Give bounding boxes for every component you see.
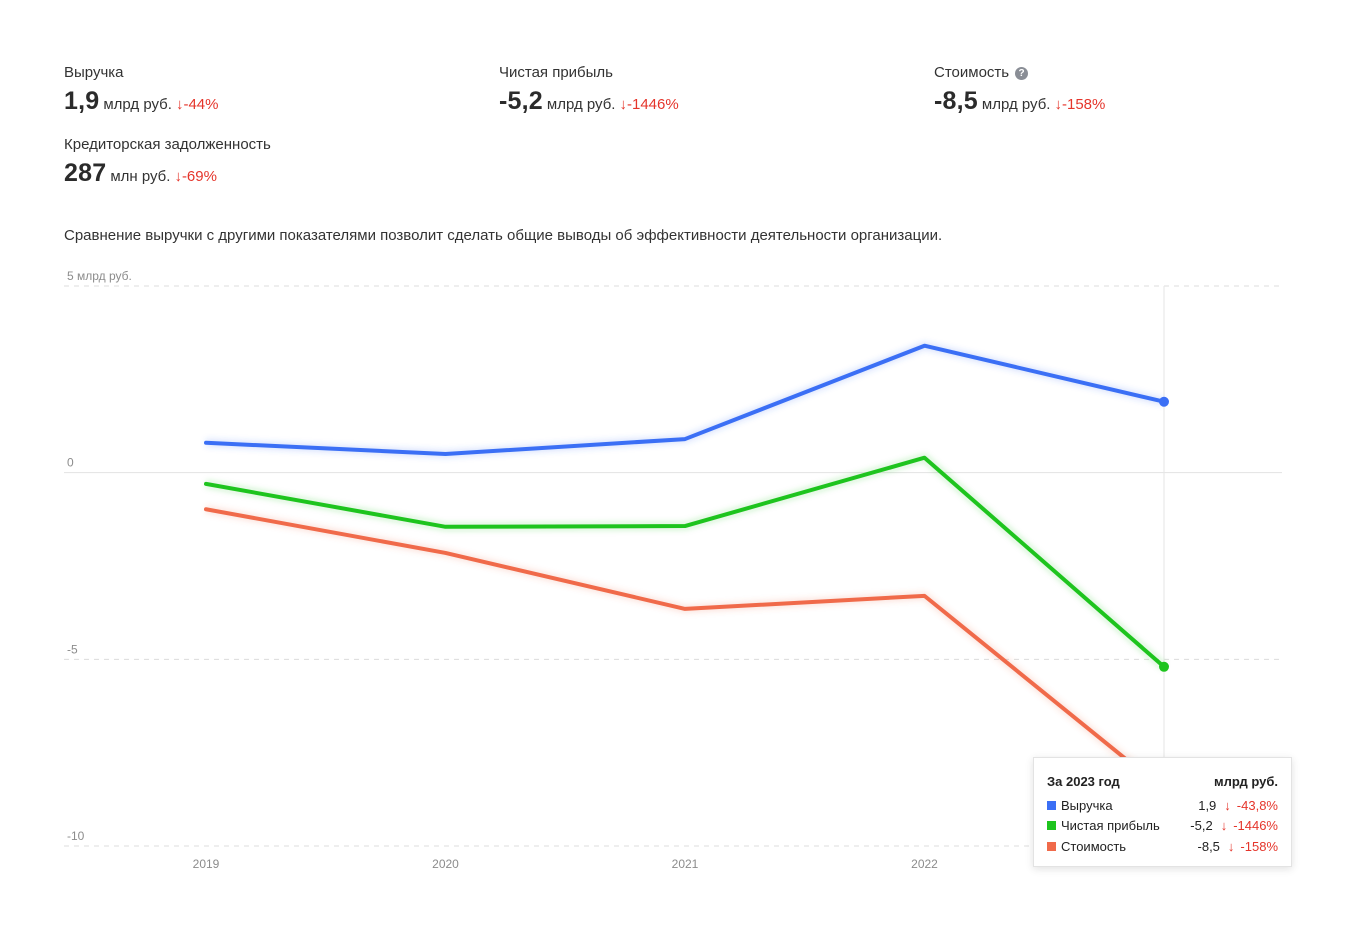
metric-label: Кредиторская задолженность — [64, 136, 271, 153]
metric-delta: ↓-158% — [1054, 96, 1106, 113]
metric-label: Чистая прибыль — [499, 64, 613, 81]
tooltip-series-name: Выручка — [1061, 797, 1113, 813]
metric-value-cost: Стоимость? -8,5 млрд руб. ↓-158% — [934, 64, 1105, 120]
tooltip-row: Выручка 1,9 ↓ -43,8% — [1047, 795, 1278, 816]
x-axis: 2019 2020 2021 2022 — [193, 857, 939, 871]
y-tick-label: -5 — [67, 642, 78, 656]
tooltip-value: -5,2 — [1190, 818, 1213, 834]
metric-net-profit: Чистая прибыль -5,2 млрд руб. ↓-1446% — [499, 64, 679, 120]
series-revenue-point — [1159, 396, 1169, 407]
arrow-down-icon: ↓ — [1220, 818, 1228, 834]
metric-value: 1,9 — [64, 87, 100, 115]
metric-unit: млрд руб. — [103, 96, 172, 113]
metric-delta: ↓-1446% — [619, 96, 679, 113]
arrow-down-icon: ↓ — [175, 96, 184, 113]
tooltip-change: -158% — [1240, 838, 1278, 854]
metric-revenue: Выручка 1,9 млрд руб. ↓-44% — [64, 64, 218, 120]
series-cost-line — [204, 507, 1166, 792]
metric-delta: ↓-44% — [175, 96, 219, 113]
metric-label: Выручка — [64, 64, 124, 81]
tooltip-row: Чистая прибыль -5,2 ↓ -1446% — [1047, 816, 1278, 837]
metric-label: Стоимость — [934, 64, 1010, 81]
tooltip-row: Стоимость -8,5 ↓ -158% — [1047, 836, 1278, 857]
question-icon[interactable]: ? — [1015, 67, 1029, 80]
tooltip-value: 1,9 — [1198, 797, 1217, 813]
metric-value: -8,5 — [934, 87, 978, 115]
metric-unit: млрд руб. — [546, 96, 616, 113]
tooltip-change: -43,8% — [1236, 797, 1278, 813]
x-tick-label: 2020 — [432, 857, 459, 871]
y-tick-label: 0 — [67, 456, 74, 470]
tooltip-series-name: Чистая прибыль — [1061, 818, 1160, 834]
arrow-down-icon: ↓ — [1224, 797, 1231, 813]
metric-value: 287 — [64, 159, 107, 187]
metric-value: -5,2 — [499, 87, 543, 115]
arrow-down-icon: ↓ — [1054, 96, 1062, 113]
arrow-down-icon: ↓ — [1227, 838, 1235, 854]
metric-unit: млн руб. — [110, 168, 171, 185]
x-tick-label: 2021 — [672, 857, 699, 871]
legend-swatch — [1047, 841, 1056, 851]
tooltip-value: -8,5 — [1197, 838, 1220, 854]
x-tick-label: 2022 — [911, 857, 938, 871]
legend-swatch — [1047, 800, 1056, 810]
series-revenue-line — [204, 343, 1166, 456]
y-tick-label: -10 — [67, 829, 85, 843]
x-tick-label: 2019 — [193, 857, 220, 871]
series-cost-glow — [205, 505, 1167, 794]
chart-tooltip: За 2023 год млрд руб. Выручка 1,9 ↓ -43,… — [1033, 757, 1292, 867]
series-net-profit-glow — [205, 453, 1167, 670]
metric-unit: млрд руб. — [981, 96, 1051, 113]
tooltip-unit: млрд руб. — [1214, 774, 1278, 789]
series-net-profit-line — [204, 455, 1166, 669]
series — [204, 341, 1169, 795]
chart-description: Сравнение выручки с другими показателями… — [64, 227, 943, 244]
metric-delta: ↓-69% — [174, 168, 217, 185]
y-tick-label: 5 млрд руб. — [67, 269, 132, 283]
arrow-down-icon: ↓ — [174, 168, 182, 185]
metric-accounts-payable: Кредиторская задолженность 287 млн руб. ↓-… — [64, 136, 271, 192]
series-net-profit-point — [1159, 661, 1169, 672]
line-chart[interactable]: 5 млрд руб. 0 -5 -10 2019 2020 2021 2022 — [0, 250, 1360, 890]
tooltip-change: -1446% — [1233, 818, 1278, 834]
y-axis: 5 млрд руб. 0 -5 -10 — [67, 269, 132, 843]
legend-swatch — [1047, 821, 1056, 831]
tooltip-series-name: Стоимость — [1061, 838, 1127, 854]
tooltip-title: За 2023 год — [1047, 774, 1120, 789]
arrow-down-icon: ↓ — [619, 96, 627, 113]
